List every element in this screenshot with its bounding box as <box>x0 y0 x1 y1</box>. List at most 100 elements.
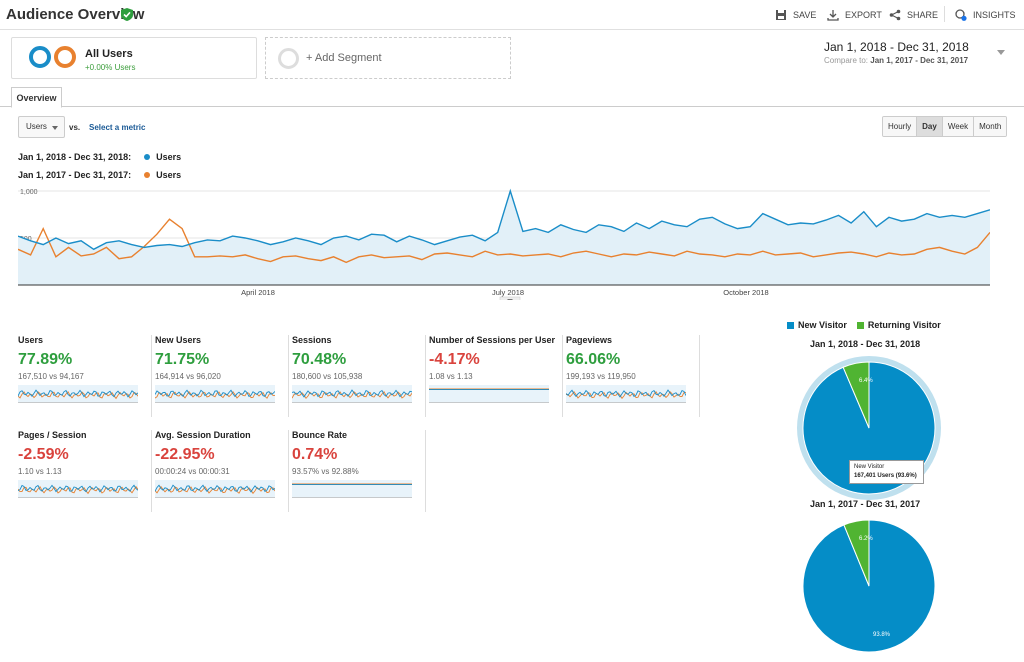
chart-collapse-handle[interactable] <box>499 296 521 300</box>
compare-label: Compare to: <box>824 56 869 65</box>
metric-compare: 1.08 vs 1.13 <box>429 372 473 381</box>
metric-compare: 180,600 vs 105,938 <box>292 372 363 381</box>
metric-compare: 00:00:24 vs 00:00:31 <box>155 467 230 476</box>
metric-card-pages-session[interactable]: Pages / Session -2.59% 1.10 vs 1.13 <box>18 430 152 512</box>
metric-card-avg-session-duration[interactable]: Avg. Session Duration -22.95% 00:00:24 vs … <box>155 430 289 512</box>
metric-card-new-users[interactable]: New Users 71.75% 164,914 vs 96,020 <box>155 335 289 417</box>
metric-percent: -2.59% <box>18 446 69 463</box>
export-button[interactable]: EXPORT <box>827 9 882 21</box>
metric-compare: 167,510 vs 94,167 <box>18 372 84 381</box>
metric-sparkline <box>292 385 412 403</box>
share-label: SHARE <box>907 10 939 20</box>
sparkline-area <box>18 385 138 403</box>
granularity-day[interactable]: Day <box>917 117 943 136</box>
save-button[interactable]: SAVE <box>775 9 816 21</box>
pie-chart-previous: 6.2% 93.8% <box>802 519 936 653</box>
pie-legend: New Visitor Returning Visitor <box>787 320 941 330</box>
sparkline-current-line <box>18 389 138 398</box>
metric-card-sessions[interactable]: Sessions 70.48% 180,600 vs 105,938 <box>292 335 426 417</box>
pie-label-returning: 6.4% <box>859 378 873 384</box>
sparkline-area <box>292 385 412 403</box>
chevron-down-icon <box>507 299 513 300</box>
sparkline-area <box>429 385 549 403</box>
sparkline-previous-line <box>18 391 138 400</box>
export-icon <box>827 10 839 21</box>
add-segment-button[interactable]: + Add Segment <box>265 37 511 79</box>
metric-card-users[interactable]: Users 77.89% 167,510 vs 94,167 <box>18 335 152 417</box>
page-title: Audience Overview <box>6 6 145 23</box>
save-icon <box>776 10 786 20</box>
pie-slice-returning-visitor[interactable] <box>843 519 870 587</box>
pie-slice-returning-visitor[interactable] <box>842 361 870 429</box>
metric-sparkline <box>292 480 412 498</box>
metric-compare: 93.57% vs 92.88% <box>292 467 359 476</box>
compare-value: Jan 1, 2017 - Dec 31, 2017 <box>870 56 969 65</box>
metric-label: Pages / Session <box>18 430 87 440</box>
sparkline-previous-line <box>566 390 686 400</box>
divider <box>944 6 945 22</box>
add-segment-label: + Add Segment <box>306 52 382 64</box>
metric-label: Bounce Rate <box>292 430 348 440</box>
date-range[interactable]: Jan 1, 2018 - Dec 31, 2018 <box>824 40 969 54</box>
legend-dot-current-icon <box>143 154 150 160</box>
tooltip-title: New Visitor <box>854 464 885 470</box>
metric-sparkline <box>155 385 275 403</box>
returning-visitor-swatch-icon <box>856 322 864 329</box>
tab-overview[interactable]: Overview <box>11 87 62 108</box>
granularity-month[interactable]: Month <box>974 117 1007 136</box>
legend-series-previous: Users <box>156 170 182 180</box>
metric-sparkline <box>155 480 275 498</box>
metric-card-bounce-rate[interactable]: Bounce Rate 0.74% 93.57% vs 92.88% <box>292 430 426 512</box>
metric-select[interactable]: Users <box>18 116 65 138</box>
previous-segment-circle-icon <box>54 46 76 68</box>
metric-percent: -22.95% <box>155 446 215 463</box>
insights-button[interactable]: INSIGHTS <box>955 9 1016 21</box>
metric-card-pageviews[interactable]: Pageviews 66.06% 199,193 vs 119,950 <box>566 335 700 417</box>
export-label: EXPORT <box>845 10 882 20</box>
legend-range-current: Jan 1, 2018 - Dec 31, 2018: <box>18 152 132 162</box>
metric-sparkline <box>429 385 549 403</box>
metric-card-number-of-sessions-per-user[interactable]: Number of Sessions per User -4.17% 1.08 vs… <box>429 335 563 417</box>
chart-legend-current: Jan 1, 2018 - Dec 31, 2018: Users <box>18 152 181 162</box>
sparkline-current-line <box>155 389 275 398</box>
share-button[interactable]: SHARE <box>889 9 938 21</box>
vs-label: vs. <box>69 123 81 132</box>
sparkline-area <box>566 385 686 403</box>
current-segment-circle-icon <box>29 46 51 68</box>
metric-percent: 77.89% <box>18 351 73 368</box>
new-visitor-swatch-icon <box>787 322 794 329</box>
pie-title-previous: Jan 1, 2017 - Dec 31, 2017 <box>810 499 921 509</box>
metric-sparkline <box>18 385 138 403</box>
compare-range: Compare to: Jan 1, 2017 - Dec 31, 2017 <box>824 56 968 65</box>
pie-title-current: Jan 1, 2018 - Dec 31, 2018 <box>810 339 921 349</box>
x-tick-label: April 2018 <box>241 288 275 297</box>
sparkline-current-line <box>155 484 275 493</box>
sparkline-current-line <box>18 484 138 493</box>
y-tick-label: 1,000 <box>20 189 38 196</box>
current-series-area <box>18 191 990 285</box>
chart-legend-previous: Jan 1, 2017 - Dec 31, 2017: Users <box>18 170 181 180</box>
segment-all-users[interactable]: All Users +0.00% Users <box>11 37 257 79</box>
metric-percent: 66.06% <box>566 351 621 368</box>
granularity-hourly[interactable]: Hourly <box>883 117 918 136</box>
date-dropdown-caret-icon[interactable] <box>997 50 1005 55</box>
insights-label: INSIGHTS <box>973 10 1016 20</box>
sparkline-current-line <box>566 389 686 398</box>
segment-change: +0.00% Users <box>85 63 136 72</box>
pie-legend-returning: Returning Visitor <box>856 320 941 330</box>
segment-name: All Users <box>85 48 133 60</box>
current-users-line <box>18 188 990 251</box>
metric-label: Number of Sessions per User <box>429 335 556 345</box>
metric-label: Avg. Session Duration <box>155 430 251 440</box>
metric-sparkline <box>18 480 138 498</box>
x-tick-label: October 2018 <box>723 288 768 297</box>
sparkline-area <box>292 480 412 498</box>
pie-label-returning: 6.2% <box>859 536 873 542</box>
pie-label-new: 93.8% <box>873 632 891 638</box>
previous-users-line <box>18 218 990 264</box>
select-metric-link[interactable]: Select a metric <box>89 123 146 132</box>
legend-range-previous: Jan 1, 2017 - Dec 31, 2017: <box>18 170 132 180</box>
metric-sparkline <box>566 385 686 403</box>
granularity-week[interactable]: Week <box>942 117 975 136</box>
